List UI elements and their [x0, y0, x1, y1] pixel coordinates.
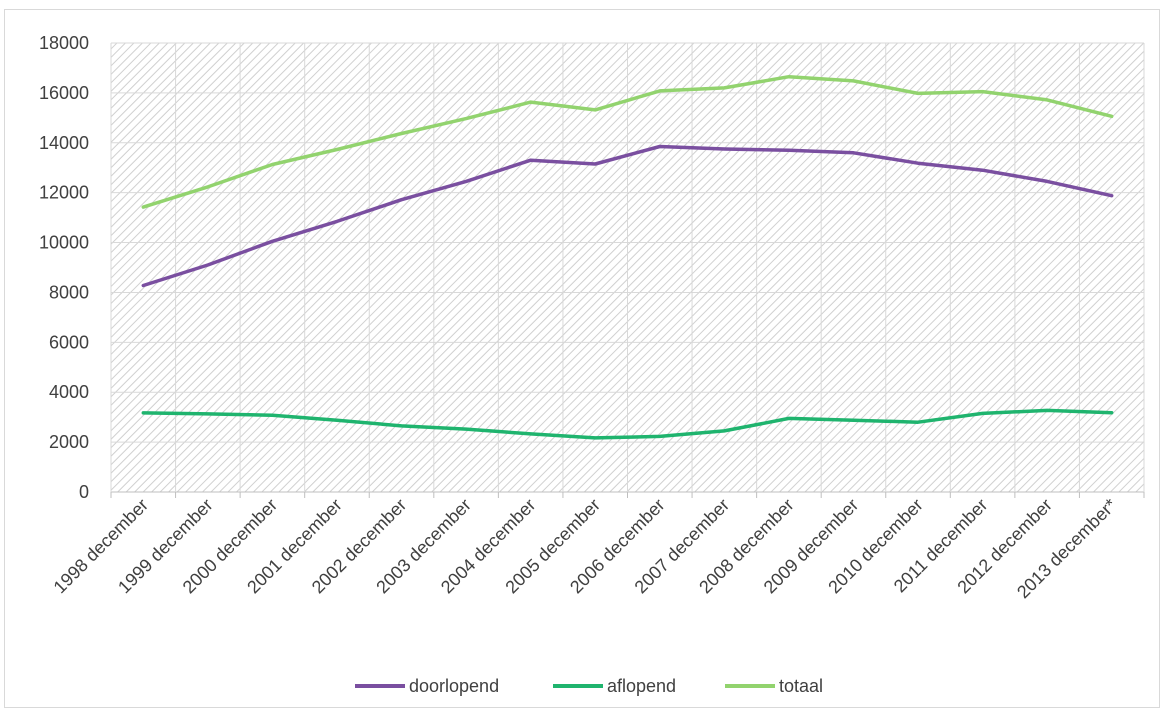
gridlines [110, 42, 1145, 498]
y-tick-label: 12000 [39, 183, 89, 203]
line-chart: 0 2000 4000 6000 8000 10000 12000 14000 16000 180… [39, 33, 1145, 696]
y-tick-label: 10000 [39, 233, 89, 253]
y-axis-tick-labels: 0 2000 4000 6000 8000 10000 12000 14000 16000 180… [39, 33, 89, 502]
y-tick-label: 6000 [49, 332, 89, 352]
series-lines [141, 74, 1114, 440]
chart-frame: 0 2000 4000 6000 8000 10000 12000 14000 16000 180… [4, 9, 1160, 708]
series-line-doorlopend [141, 144, 1114, 288]
y-tick-label: 18000 [39, 33, 89, 53]
y-tick-label: 0 [79, 482, 89, 502]
y-tick-label: 4000 [49, 382, 89, 402]
legend-label-totaal: totaal [779, 676, 823, 696]
legend-label-aflopend: aflopend [607, 676, 676, 696]
legend: doorlopend aflopend totaal [355, 676, 823, 696]
legend-label-doorlopend: doorlopend [409, 676, 499, 696]
y-tick-label: 16000 [39, 83, 89, 103]
series-line-aflopend [141, 408, 1114, 440]
y-tick-label: 14000 [39, 133, 89, 153]
y-tick-label: 2000 [49, 432, 89, 452]
y-tick-label: 8000 [49, 282, 89, 302]
series-line-totaal [141, 74, 1114, 209]
